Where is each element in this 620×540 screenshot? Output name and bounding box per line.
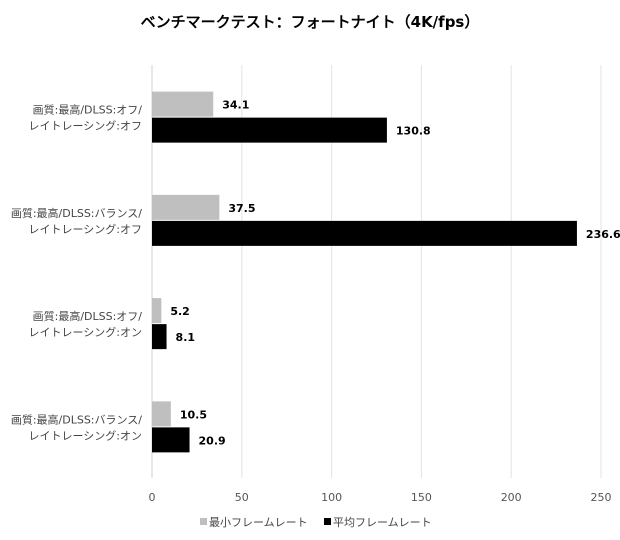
bar-avg: [152, 117, 387, 143]
legend-swatch: [200, 518, 207, 525]
bar-min: [152, 91, 214, 117]
category-label: レイトレーシング:オン: [29, 325, 143, 339]
x-tick-label: 50: [235, 491, 249, 504]
data-label: 34.1: [222, 99, 249, 112]
data-label: 20.9: [199, 434, 226, 447]
category-label: レイトレーシング:オフ: [29, 119, 143, 133]
bar-min: [152, 194, 220, 220]
data-label: 5.2: [170, 305, 190, 318]
data-label: 8.1: [176, 331, 196, 344]
category-label: レイトレーシング:オフ: [29, 222, 143, 236]
legend-swatch: [324, 518, 331, 525]
bar-min: [152, 401, 171, 427]
chart-title: ベンチマークテスト：フォートナイト（4K/fps）: [141, 13, 480, 31]
category-label: 画質:最高/DLSS:オフ/: [33, 103, 143, 117]
category-label: 画質:最高/DLSS:オフ/: [33, 309, 143, 323]
bar-min: [152, 298, 162, 324]
bar-avg: [152, 427, 190, 453]
bar-avg: [152, 220, 577, 246]
x-tick-label: 0: [149, 491, 156, 504]
data-label: 10.5: [180, 408, 207, 421]
category-label: 画質:最高/DLSS:バランス/: [11, 206, 142, 220]
category-label: 画質:最高/DLSS:バランス/: [11, 412, 142, 426]
x-tick-label: 250: [591, 491, 612, 504]
legend-label: 最小フレームレート: [209, 516, 308, 529]
data-label: 236.6: [586, 228, 620, 241]
bar-avg: [152, 324, 167, 350]
data-label: 130.8: [396, 125, 431, 138]
x-tick-label: 100: [321, 491, 342, 504]
data-label: 37.5: [228, 202, 255, 215]
category-label: レイトレーシング:オン: [29, 428, 143, 442]
legend-label: 平均フレームレート: [333, 516, 432, 529]
x-tick-label: 200: [501, 491, 522, 504]
x-tick-label: 150: [411, 491, 432, 504]
